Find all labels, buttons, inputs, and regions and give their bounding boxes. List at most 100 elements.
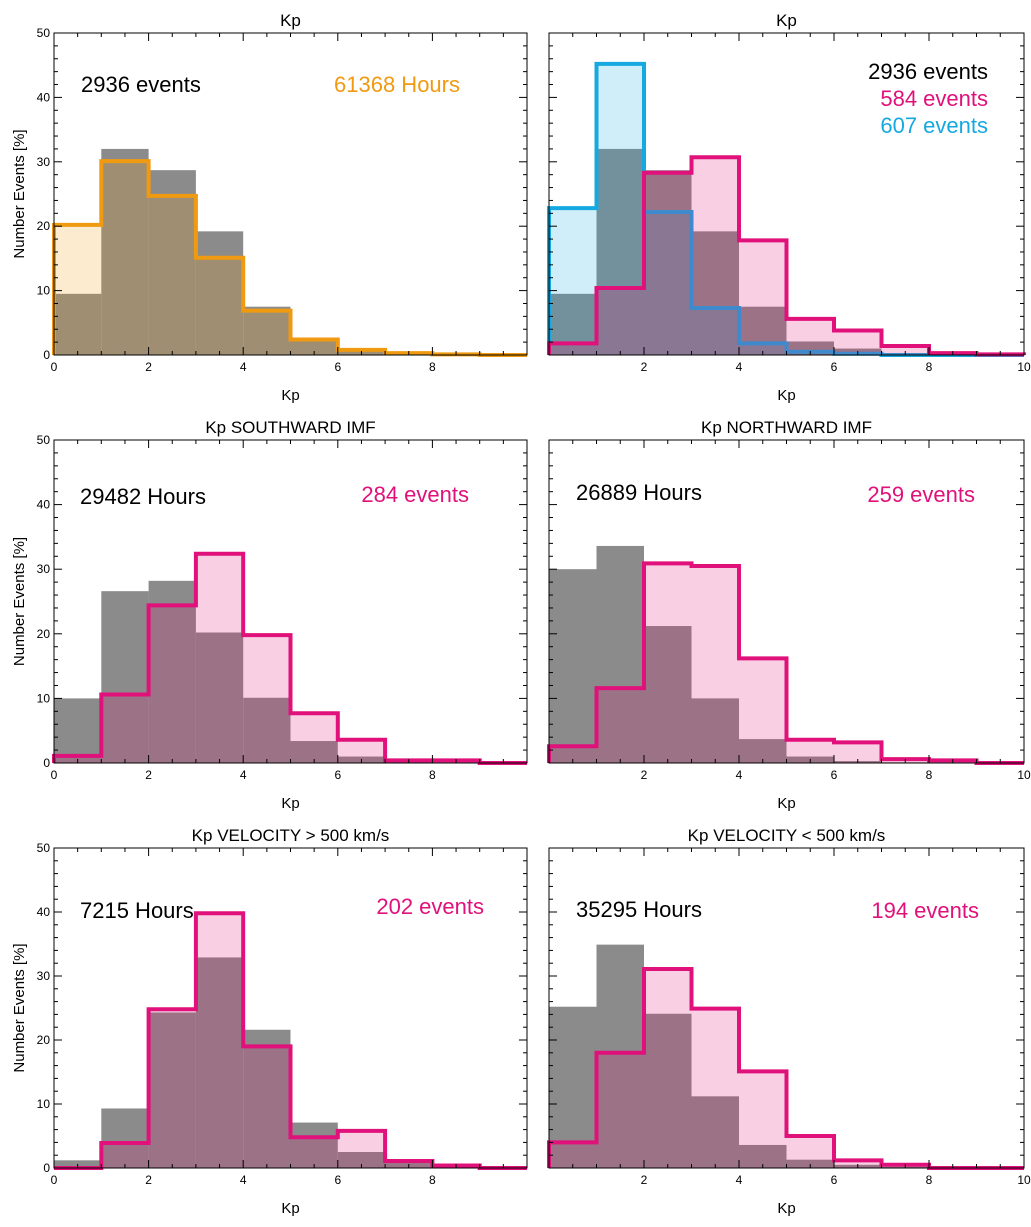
x-tick-label: 4 <box>240 1173 247 1187</box>
x-tick-label: 8 <box>429 360 436 374</box>
y-tick-label: 50 <box>37 841 51 855</box>
annotation-count: 61368 Hours <box>334 72 460 97</box>
bar <box>644 212 692 355</box>
chart-title: Kp NORTHWARD IMF <box>701 418 872 437</box>
series-2-outline <box>547 61 1024 357</box>
bar <box>243 1046 291 1168</box>
bar <box>596 545 644 763</box>
bar <box>691 231 739 355</box>
bar <box>739 240 787 355</box>
panel-6: 2 4 6 8 10 Kp VELOCITY < 500 km/s Kp 35295 Hour… <box>547 826 1031 1217</box>
series-1-filled <box>549 545 929 763</box>
y-axis-label: Number Events [%] <box>11 129 28 258</box>
bar <box>549 569 597 763</box>
bar <box>195 913 244 1168</box>
x-tick-label: 0 <box>51 768 58 782</box>
x-tick-label: 2 <box>641 1173 648 1187</box>
y-tick-label: 50 <box>37 433 51 447</box>
bar <box>337 1130 386 1168</box>
bar <box>739 1144 787 1168</box>
bar <box>337 739 386 763</box>
y-tick-label: 20 <box>37 219 51 233</box>
series-2-outline <box>52 551 527 765</box>
bar <box>691 698 739 763</box>
bar <box>786 739 834 763</box>
series-2-outline <box>54 911 527 1170</box>
x-tick-label: 8 <box>429 1173 436 1187</box>
series-2-outline <box>52 159 527 357</box>
panel-3: 0 2 4 6 8 0 10 20 30 40 50 Kp SOUTHWARD IMF Kp Number… <box>11 418 528 812</box>
y-tick-label: 50 <box>37 26 51 40</box>
x-tick-label: 6 <box>334 1173 341 1187</box>
x-axis-label: Kp <box>777 1200 795 1217</box>
bar <box>101 694 149 763</box>
x-tick-label: 4 <box>736 360 743 374</box>
x-tick-label: 0 <box>51 1173 58 1187</box>
y-tick-label: 30 <box>37 562 51 576</box>
y-axis-label: Number Events [%] <box>11 943 28 1072</box>
x-tick-label: 8 <box>926 768 933 782</box>
bar <box>148 1009 196 1168</box>
bar <box>644 170 692 355</box>
bar <box>243 1029 291 1168</box>
panel-4: 2 4 6 8 10 Kp NORTHWARD IMF Kp 26889 Hours 259 e… <box>547 418 1031 812</box>
y-tick-label: 30 <box>37 969 51 983</box>
bar <box>101 591 149 763</box>
annotation-count: 2936 events <box>868 59 988 84</box>
y-tick-label: 30 <box>37 155 51 169</box>
annotation-count: 194 events <box>871 898 979 923</box>
annotation-count: 202 events <box>376 894 484 919</box>
y-tick-label: 0 <box>43 756 50 770</box>
bar <box>596 63 644 356</box>
annotation-count: 35295 Hours <box>576 897 702 922</box>
bar <box>786 318 834 355</box>
bar <box>101 161 149 355</box>
bar <box>101 1108 149 1168</box>
bar <box>786 1136 834 1168</box>
annotation-count: 259 events <box>867 482 975 507</box>
bar <box>101 1143 149 1168</box>
y-tick-label: 10 <box>37 691 51 705</box>
annotation-count: 584 events <box>880 86 988 111</box>
bar <box>148 170 196 355</box>
annotation-count: 284 events <box>361 482 469 507</box>
y-tick-label: 40 <box>37 90 51 104</box>
x-tick-label: 6 <box>334 768 341 782</box>
bar <box>644 563 692 763</box>
bar <box>691 307 739 355</box>
y-tick-label: 10 <box>37 284 51 298</box>
chart-title: Kp VELOCITY > 500 km/s <box>192 826 390 845</box>
bar <box>243 306 291 355</box>
chart-title: Kp VELOCITY < 500 km/s <box>688 826 886 845</box>
bar <box>54 698 102 763</box>
x-tick-label: 8 <box>926 360 933 374</box>
x-tick-label: 6 <box>831 1173 838 1187</box>
annotation-count: 607 events <box>880 113 988 138</box>
bar <box>596 688 644 763</box>
y-tick-label: 40 <box>37 498 51 512</box>
bar <box>195 553 244 763</box>
bar <box>243 310 291 355</box>
x-axis-label: Kp <box>281 1200 299 1217</box>
x-tick-label: 4 <box>240 360 247 374</box>
bar <box>596 1052 644 1168</box>
bar <box>195 231 244 355</box>
y-tick-label: 10 <box>37 1097 51 1111</box>
bar <box>337 1152 386 1168</box>
bar <box>549 1142 597 1168</box>
bar <box>596 944 644 1168</box>
x-tick-label: 6 <box>334 360 341 374</box>
bar <box>290 1122 338 1168</box>
bar <box>644 1013 692 1168</box>
x-axis-label: Kp <box>281 387 299 404</box>
annotation-count: 26889 Hours <box>576 480 702 505</box>
chart-title: Kp <box>776 11 797 30</box>
x-tick-label: 0 <box>51 360 58 374</box>
bar <box>54 224 102 355</box>
bar <box>881 345 929 355</box>
x-tick-label: 4 <box>240 768 247 782</box>
x-tick-label: 10 <box>1017 1173 1031 1187</box>
bar <box>290 741 338 763</box>
bar <box>290 1137 338 1168</box>
